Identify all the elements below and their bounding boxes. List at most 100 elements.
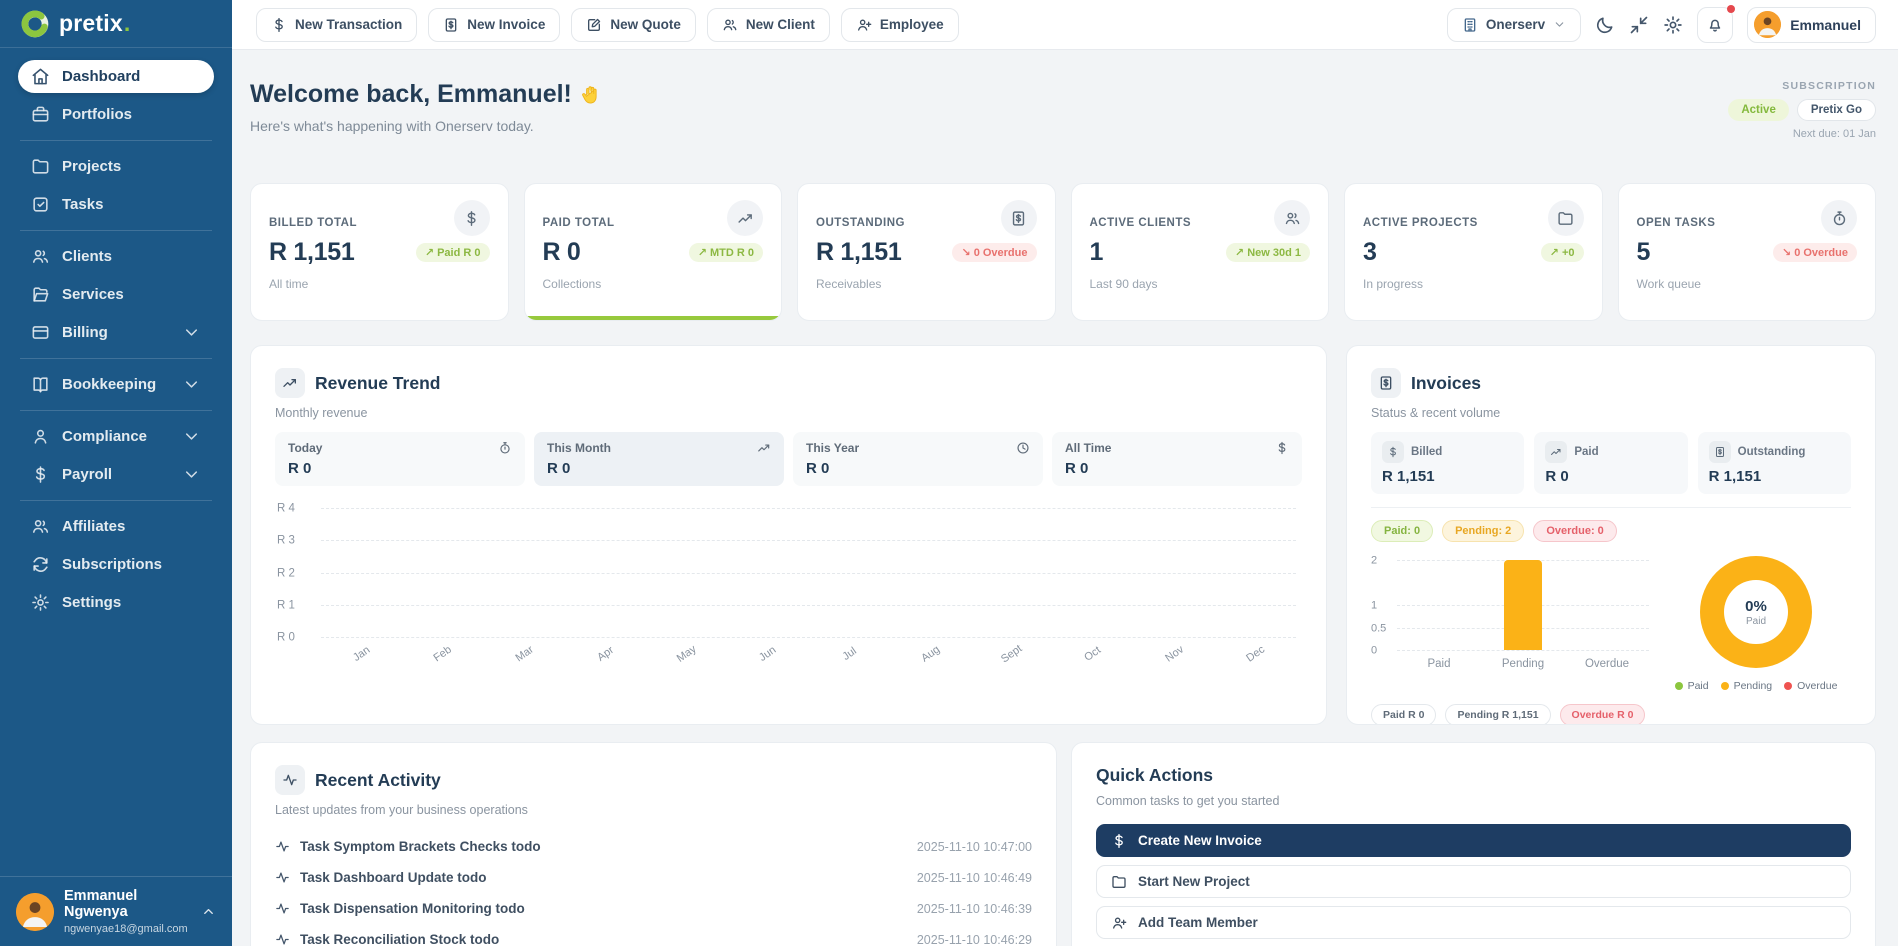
users-icon — [31, 247, 50, 266]
collapse-view-icon[interactable] — [1629, 15, 1649, 35]
activity-icon — [275, 901, 290, 916]
chevron-up-icon — [201, 904, 216, 919]
page-subtitle: Here's what's happening with Onerserv to… — [250, 118, 534, 134]
users-icon — [1274, 200, 1310, 236]
sidebar-nav: Dashboard Portfolios Projects Tasks Clie… — [0, 48, 232, 876]
bottom-row: Recent Activity Latest updates from your… — [250, 742, 1876, 946]
stat-card-active-clients: ACTIVE CLIENTS 1 ↗ New 30d 1 Last 90 day… — [1070, 183, 1329, 321]
sidebar-item-projects[interactable]: Projects — [18, 150, 214, 183]
y-axis-tick: R 1 — [277, 599, 295, 612]
new-transaction-button[interactable]: New Transaction — [256, 7, 418, 42]
sidebar-item-settings[interactable]: Settings — [18, 586, 214, 619]
trend-up-icon — [757, 441, 771, 455]
chevron-down-icon — [182, 427, 201, 446]
add-team-member-button[interactable]: Add Team Member — [1096, 906, 1851, 939]
settings-gear-icon[interactable] — [1663, 15, 1683, 35]
sidebar-item-bookkeeping[interactable]: Bookkeeping — [18, 368, 214, 401]
overdue-bar-slot — [1565, 560, 1649, 650]
paid-legend-dot — [1674, 682, 1683, 690]
building-icon — [1462, 17, 1478, 33]
sidebar-item-affiliates[interactable]: Affiliates — [18, 510, 214, 543]
tile-value: R 1,151 — [1382, 468, 1435, 485]
notifications-button[interactable] — [1697, 4, 1736, 43]
activity-list-item: Task Dispensation Monitoring todo 2025-1… — [275, 893, 1032, 924]
y-axis-tick: R 3 — [277, 534, 295, 547]
brand-logo: pretix. — [0, 0, 232, 48]
invoice-status-badges: Paid: 0 Pending: 2 Overdue: 0 — [1371, 520, 1851, 542]
sidebar-item-billing[interactable]: Billing — [18, 316, 214, 349]
profile-menu-button[interactable]: Emmanuel — [1747, 6, 1876, 43]
sidebar-item-portfolios[interactable]: Portfolios — [18, 98, 214, 131]
nav-divider — [20, 410, 212, 411]
new-quote-button[interactable]: New Quote — [571, 7, 696, 42]
sidebar-item-clients[interactable]: Clients — [18, 240, 214, 273]
book-icon — [31, 375, 50, 394]
sidebar-item-services[interactable]: Services — [18, 278, 214, 311]
new-client-button[interactable]: New Client — [706, 7, 830, 42]
new-invoice-button[interactable]: New Invoice — [428, 7, 561, 42]
check-square-icon — [31, 195, 50, 214]
employee-button[interactable]: Employee — [840, 7, 959, 42]
stat-caption: All time — [269, 277, 309, 291]
activity-text: Task Reconciliation Stock todo — [300, 932, 500, 946]
stat-label: OUTSTANDING — [816, 217, 905, 229]
trend-up-icon — [727, 200, 763, 236]
organization-selector[interactable]: Onerserv — [1446, 7, 1582, 42]
receipt-icon — [1000, 200, 1037, 236]
stat-caption: In progress — [1363, 277, 1424, 291]
users-icon — [31, 517, 50, 536]
billed-tile: Billed R 1,151 — [1371, 432, 1525, 494]
nav-divider — [20, 140, 212, 141]
dollar-icon — [31, 465, 50, 484]
panel-subtitle: Monthly revenue — [275, 406, 368, 420]
donut-ring: 0% Paid — [1700, 556, 1812, 668]
chevron-down-icon — [1553, 18, 1566, 31]
stat-value: R 1,151 — [816, 238, 902, 266]
sidebar-item-payroll[interactable]: Payroll — [18, 458, 214, 491]
content-column: New Transaction New Invoice New Quote Ne… — [232, 0, 1898, 946]
tab-value: R 0 — [547, 460, 571, 477]
sidebar-item-tasks[interactable]: Tasks — [18, 188, 214, 221]
activity-icon — [275, 932, 290, 946]
create-new-invoice-button[interactable]: Create New Invoice — [1096, 824, 1851, 857]
tab-all-time[interactable]: All Time R 0 — [1052, 432, 1302, 486]
activity-icon — [275, 839, 290, 854]
sidebar: pretix. Dashboard Portfolios Projects Ta… — [0, 0, 232, 946]
sidebar-item-label: Settings — [62, 594, 122, 611]
overdue-amount-badge: Overdue R 0 — [1559, 704, 1646, 724]
sidebar-user-card[interactable]: Emmanuel Ngwenya ngwenyae18@gmail.com — [0, 876, 232, 946]
user-email: ngwenyae18@gmail.com — [64, 923, 188, 935]
tab-this-year[interactable]: This Year R 0 — [793, 432, 1043, 486]
topbar-right: Onerserv Emmanuel — [1446, 4, 1876, 43]
donut-percent: 0% — [1745, 597, 1767, 615]
donut-legend: Paid Pending Overdue — [1674, 680, 1837, 692]
overdue-legend-dot — [1784, 682, 1793, 690]
sidebar-item-label: Payroll — [62, 466, 113, 483]
user-icon — [31, 427, 50, 446]
sidebar-item-compliance[interactable]: Compliance — [18, 420, 214, 453]
tab-this-month[interactable]: This Month R 0 — [534, 432, 784, 486]
sidebar-item-label: Projects — [62, 158, 122, 175]
outstanding-tile: Outstanding R 1,151 — [1697, 432, 1851, 494]
dollar-icon — [1382, 441, 1404, 463]
pending-bar — [1504, 560, 1542, 650]
sidebar-item-label: Dashboard — [62, 68, 141, 85]
receipt-icon — [1371, 368, 1401, 398]
stat-card-open-tasks: OPEN TASKS 5 ↘ 0 Overdue Work queue — [1617, 183, 1876, 321]
wave-hand-icon — [580, 84, 602, 106]
sidebar-item-label: Compliance — [62, 428, 148, 445]
dark-mode-toggle-icon[interactable] — [1595, 15, 1615, 35]
sidebar-item-subscriptions[interactable]: Subscriptions — [18, 548, 214, 581]
tile-value: R 1,151 — [1708, 468, 1762, 485]
subscription-plan-badge: Pretix Go — [1796, 99, 1876, 121]
chevron-down-icon — [182, 375, 201, 394]
tab-today[interactable]: Today R 0 — [275, 432, 525, 486]
chevron-down-icon — [182, 465, 201, 484]
sidebar-item-dashboard[interactable]: Dashboard — [18, 60, 214, 93]
start-new-project-button[interactable]: Start New Project — [1096, 865, 1851, 898]
invoice-bar-chart: 2 1 0.5 0 Paid — [1371, 554, 1653, 692]
stat-label: OPEN TASKS — [1636, 217, 1716, 229]
y-axis-tick: 0.5 — [1371, 621, 1387, 634]
stat-caption: Work queue — [1636, 277, 1701, 291]
sidebar-item-label: Bookkeeping — [62, 376, 157, 393]
